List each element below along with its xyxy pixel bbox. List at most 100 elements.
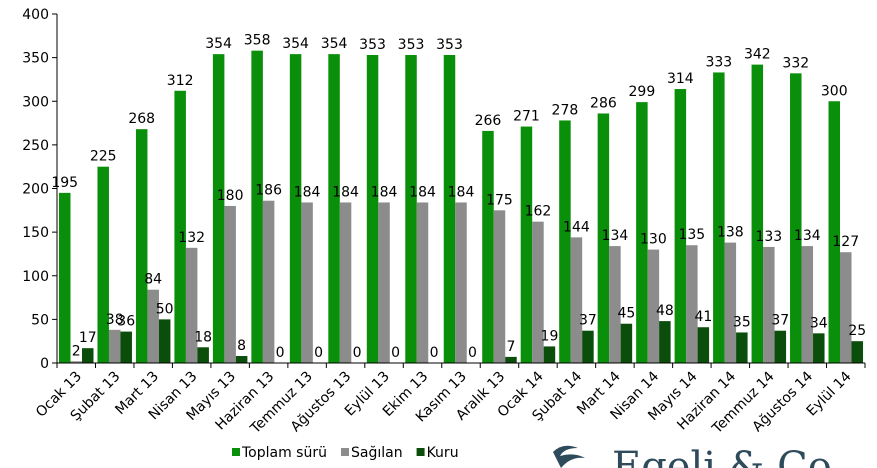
y-tick-label: 350 (22, 51, 49, 67)
value-label: 41 (694, 309, 712, 325)
legend-label: Kuru (427, 445, 459, 461)
value-label: 17 (79, 330, 97, 346)
value-label: 271 (513, 109, 540, 125)
bar (828, 101, 841, 363)
value-label: 353 (359, 37, 386, 53)
value-label: 35 (733, 314, 751, 330)
value-label: 0 (430, 345, 439, 361)
value-label: 135 (678, 227, 705, 243)
value-label: 36 (117, 314, 135, 330)
value-label: 332 (782, 55, 809, 71)
value-label: 300 (821, 83, 848, 99)
value-label: 138 (717, 225, 744, 241)
value-label: 342 (744, 47, 771, 63)
bar (840, 252, 852, 363)
bar (570, 237, 583, 363)
value-label: 134 (602, 228, 629, 244)
value-label: 175 (486, 192, 513, 208)
value-label: 180 (217, 188, 244, 204)
bar (158, 319, 171, 363)
value-label: 130 (640, 232, 667, 248)
bar (505, 356, 517, 363)
value-label: 358 (244, 33, 271, 49)
value-label: 127 (832, 234, 859, 250)
bar (674, 89, 687, 363)
y-tick-label: 50 (31, 312, 49, 328)
bar (81, 348, 94, 363)
bar (416, 202, 429, 363)
bar (647, 249, 660, 363)
bar (686, 245, 698, 363)
bar (482, 130, 494, 363)
bar (813, 333, 825, 363)
value-label: 266 (475, 113, 502, 129)
value-label: 37 (771, 313, 789, 329)
value-label: 184 (294, 184, 321, 200)
bar (751, 64, 764, 363)
y-tick-label: 0 (40, 356, 49, 372)
bar (378, 202, 390, 363)
bar (289, 54, 302, 363)
legend-label: Toplam sürü (241, 445, 327, 461)
value-label: 225 (90, 149, 117, 165)
bar (851, 341, 864, 363)
bar (543, 346, 556, 363)
y-tick-label: 150 (22, 225, 49, 241)
bar (697, 327, 710, 363)
bar (493, 210, 506, 363)
value-label: 48 (656, 303, 674, 319)
value-label: 84 (144, 272, 162, 288)
bar (405, 55, 417, 363)
value-label: 0 (391, 345, 400, 361)
bar (120, 331, 132, 363)
legend-swatch (340, 448, 349, 456)
bar (108, 329, 121, 363)
value-label: 19 (541, 328, 559, 344)
bar (636, 102, 648, 363)
value-label: 34 (810, 315, 828, 331)
bar (212, 54, 225, 363)
bar (597, 113, 610, 363)
value-label: 45 (617, 306, 635, 322)
logo: Egeli & Co (612, 444, 832, 468)
value-label: 314 (667, 71, 694, 87)
value-label: 38 (106, 312, 124, 328)
value-label: 184 (448, 184, 475, 200)
value-label: 2 (72, 343, 81, 359)
value-label: 37 (579, 313, 597, 329)
value-label: 286 (590, 95, 617, 111)
y-tick-label: 200 (22, 182, 49, 198)
bar (339, 202, 352, 363)
bar (197, 347, 209, 363)
legend-swatch (416, 448, 425, 456)
bar (185, 247, 198, 363)
bar (235, 356, 248, 363)
value-label: 144 (563, 219, 590, 235)
bar (174, 90, 186, 363)
bar (520, 126, 533, 364)
bar (559, 120, 571, 363)
bar (135, 129, 148, 363)
bar (147, 289, 159, 363)
value-label: 333 (705, 54, 732, 70)
bar (262, 200, 275, 363)
bar (609, 246, 621, 363)
y-tick-label: 300 (22, 94, 49, 110)
value-label: 162 (525, 204, 552, 220)
bar (301, 202, 313, 363)
value-label: 50 (156, 301, 174, 317)
value-label: 0 (314, 345, 323, 361)
y-tick-label: 100 (22, 269, 49, 285)
logo-icon (553, 445, 585, 468)
value-label: 278 (552, 102, 579, 118)
bar (443, 55, 456, 363)
bar (620, 323, 633, 363)
bar (724, 242, 737, 363)
bar (251, 50, 263, 364)
value-label: 184 (371, 184, 398, 200)
bar (774, 330, 787, 363)
value-label: 8 (237, 338, 246, 354)
value-label: 354 (321, 36, 348, 52)
value-label: 312 (167, 73, 194, 89)
